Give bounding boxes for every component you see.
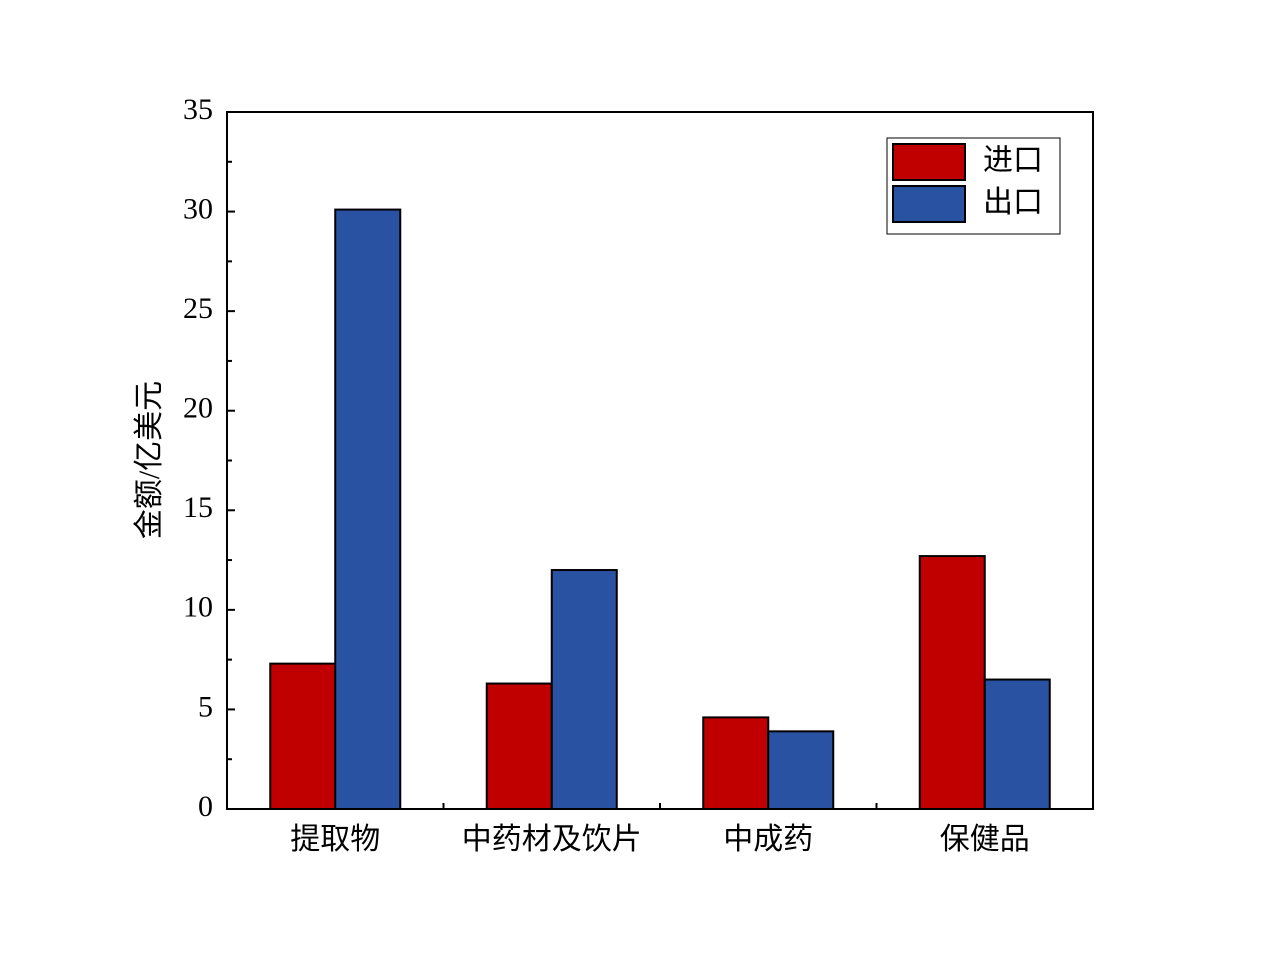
y-tick-label: 15 xyxy=(183,491,213,524)
legend-swatch xyxy=(892,185,966,223)
x-tick-label: 中成药 xyxy=(723,823,813,856)
bar xyxy=(918,555,986,810)
legend-label: 进口 xyxy=(983,144,1043,177)
plot-frame xyxy=(226,111,1094,810)
y-tick-label: 20 xyxy=(183,392,213,425)
bar xyxy=(702,716,770,810)
y-tick-label: 5 xyxy=(198,690,213,723)
bar xyxy=(269,662,337,811)
x-tick-label: 中药材及饮片 xyxy=(462,823,642,856)
y-tick-label: 35 xyxy=(183,93,213,126)
bar xyxy=(983,678,1051,810)
y-tick-label: 30 xyxy=(183,192,213,225)
y-tick-label: 25 xyxy=(183,292,213,325)
bar xyxy=(550,569,618,810)
x-tick-label: 提取物 xyxy=(290,823,380,856)
x-tick-label: 保健品 xyxy=(940,823,1030,856)
bar xyxy=(485,682,553,810)
y-tick-label: 10 xyxy=(183,591,213,624)
legend-label: 出口 xyxy=(983,186,1043,219)
bar xyxy=(334,208,402,810)
legend-swatch xyxy=(892,143,966,181)
y-tick-label: 0 xyxy=(198,790,213,823)
y-axis-label: 金额/亿美元 xyxy=(133,381,166,539)
bar xyxy=(767,730,835,810)
